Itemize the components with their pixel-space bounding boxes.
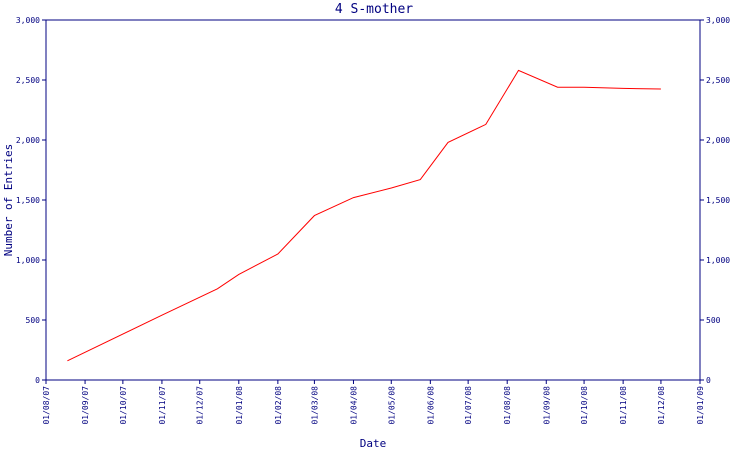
- y-tick-label-right: 1,000: [706, 256, 730, 265]
- plot-frame: [45, 19, 701, 381]
- y-axis-left: 0 500 1,000 1,500 2,000 2,500 3,000: [16, 16, 46, 385]
- x-tick-label: 01/08/07: [42, 386, 51, 425]
- y-tick-label-left: 500: [26, 316, 41, 325]
- y-tick-label-right: 500: [706, 316, 721, 325]
- y-tick-label-left: 2,500: [16, 76, 40, 85]
- y-axis-right: 0 500 1,000 1,500 2,000 2,500 3,000: [700, 16, 730, 385]
- x-tick-label: 01/10/07: [119, 386, 128, 425]
- series-line: [67, 69, 661, 362]
- x-tick-label: 01/01/09: [696, 386, 705, 425]
- x-axis-label: Date: [360, 437, 387, 450]
- y-tick-label-left: 0: [35, 376, 40, 385]
- x-tick-label: 01/10/08: [580, 386, 589, 425]
- x-tick-label: 01/09/07: [81, 386, 90, 425]
- y-tick-label-right: 2,000: [706, 136, 730, 145]
- x-tick-label: 01/12/07: [196, 386, 205, 425]
- chart-title: 4 S-mother: [335, 2, 413, 17]
- y-tick-label-left: 3,000: [16, 16, 40, 25]
- y-tick-label-left: 1,000: [16, 256, 40, 265]
- x-tick-label: 01/12/08: [657, 386, 666, 425]
- x-tick-label: 01/05/08: [387, 386, 396, 425]
- y-tick-label-right: 3,000: [706, 16, 730, 25]
- x-tick-label: 01/08/08: [503, 386, 512, 425]
- y-tick-label-right: 1,500: [706, 196, 730, 205]
- y-tick-label-right: 0: [706, 376, 711, 385]
- x-tick-label: 01/03/08: [310, 386, 319, 425]
- y-tick-label-left: 1,500: [16, 196, 40, 205]
- y-tick-label-left: 2,000: [16, 136, 40, 145]
- y-tick-label-right: 2,500: [706, 76, 730, 85]
- series-group: [67, 69, 661, 362]
- x-tick-label: 01/04/08: [349, 386, 358, 425]
- x-tick-label: 01/11/08: [619, 386, 628, 425]
- x-axis: 01/08/07 01/09/07 01/10/07 01/11/07 01/12/07…: [42, 380, 705, 425]
- y-axis-label: Number of Entries: [2, 144, 15, 257]
- x-tick-label: 01/02/08: [274, 386, 283, 425]
- x-tick-label: 01/07/08: [464, 386, 473, 425]
- x-tick-label: 01/11/07: [158, 386, 167, 425]
- x-tick-label: 01/01/08: [235, 386, 244, 425]
- x-tick-label: 01/09/08: [542, 386, 551, 425]
- x-tick-label: 01/06/08: [426, 386, 435, 425]
